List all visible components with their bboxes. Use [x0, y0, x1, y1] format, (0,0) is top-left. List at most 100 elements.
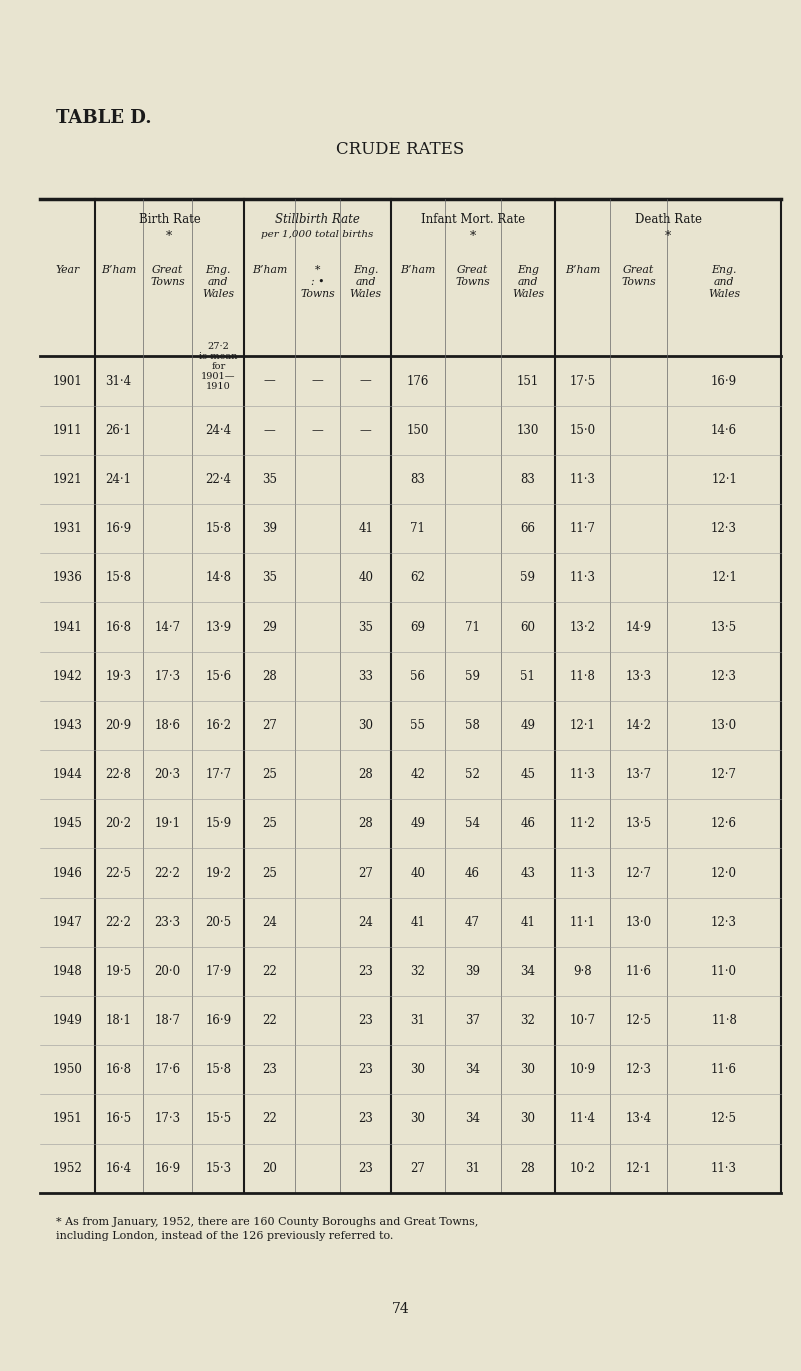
Text: 11·0: 11·0: [711, 965, 737, 978]
Text: 17·7: 17·7: [205, 768, 231, 781]
Text: 13·5: 13·5: [711, 621, 737, 633]
Text: 15·8: 15·8: [205, 522, 231, 535]
Text: 30: 30: [410, 1064, 425, 1076]
Text: Infant Mort. Rate: Infant Mort. Rate: [421, 213, 525, 225]
Text: 1941: 1941: [52, 621, 83, 633]
Text: 41: 41: [410, 916, 425, 928]
Text: 16·8: 16·8: [106, 621, 131, 633]
Text: 1950: 1950: [52, 1064, 83, 1076]
Text: 31: 31: [410, 1015, 425, 1027]
Text: —: —: [360, 374, 372, 388]
Text: 18·1: 18·1: [106, 1015, 131, 1027]
Text: 74: 74: [392, 1302, 409, 1316]
Text: 59: 59: [465, 669, 480, 683]
Text: 24: 24: [262, 916, 277, 928]
Text: 11·4: 11·4: [570, 1112, 596, 1126]
Text: 69: 69: [410, 621, 425, 633]
Text: 28: 28: [358, 768, 373, 781]
Text: 22: 22: [262, 965, 277, 978]
Text: 16·9: 16·9: [711, 374, 737, 388]
Text: 49: 49: [410, 817, 425, 831]
Text: 83: 83: [410, 473, 425, 485]
Text: 33: 33: [358, 669, 373, 683]
Text: 62: 62: [410, 572, 425, 584]
Text: 54: 54: [465, 817, 480, 831]
Text: 24: 24: [358, 916, 373, 928]
Text: 24·1: 24·1: [106, 473, 131, 485]
Text: 16·9: 16·9: [205, 1015, 231, 1027]
Text: 30: 30: [521, 1064, 535, 1076]
Text: 14·9: 14·9: [626, 621, 652, 633]
Text: 12·1: 12·1: [570, 718, 596, 732]
Text: 11·2: 11·2: [570, 817, 596, 831]
Text: 25: 25: [262, 768, 277, 781]
Text: Great
Towns: Great Towns: [622, 265, 656, 287]
Text: 1948: 1948: [52, 965, 83, 978]
Text: 39: 39: [262, 522, 277, 535]
Text: 31·4: 31·4: [106, 374, 131, 388]
Text: 11·3: 11·3: [570, 572, 596, 584]
Text: 10·2: 10·2: [570, 1161, 596, 1175]
Text: 22·2: 22·2: [106, 916, 131, 928]
Text: 12·7: 12·7: [626, 866, 652, 880]
Text: 11·3: 11·3: [570, 866, 596, 880]
Text: 23: 23: [358, 965, 373, 978]
Text: 22·8: 22·8: [106, 768, 131, 781]
Text: Great
Towns: Great Towns: [150, 265, 185, 287]
Text: *: *: [470, 230, 476, 243]
Text: 11·6: 11·6: [626, 965, 652, 978]
Text: 26·1: 26·1: [106, 424, 131, 437]
Text: 16·9: 16·9: [106, 522, 131, 535]
Text: 22: 22: [262, 1112, 277, 1126]
Text: 1944: 1944: [52, 768, 83, 781]
Text: 34: 34: [465, 1064, 480, 1076]
Text: 130: 130: [517, 424, 539, 437]
Text: 32: 32: [410, 965, 425, 978]
Text: 41: 41: [358, 522, 373, 535]
Text: 13·4: 13·4: [626, 1112, 652, 1126]
Text: 46: 46: [465, 866, 480, 880]
Text: 20·5: 20·5: [205, 916, 231, 928]
Text: 40: 40: [410, 866, 425, 880]
Text: 1931: 1931: [52, 522, 83, 535]
Text: 1946: 1946: [52, 866, 83, 880]
Text: 12·0: 12·0: [711, 866, 737, 880]
Text: 30: 30: [358, 718, 373, 732]
Text: 12·1: 12·1: [711, 473, 737, 485]
Text: CRUDE RATES: CRUDE RATES: [336, 141, 465, 158]
Text: 14·2: 14·2: [626, 718, 652, 732]
Text: 16·2: 16·2: [205, 718, 231, 732]
Text: 34: 34: [465, 1112, 480, 1126]
Text: Eng
and
Wales: Eng and Wales: [512, 265, 544, 299]
Text: 60: 60: [521, 621, 535, 633]
Text: Eng.
and
Wales: Eng. and Wales: [349, 265, 382, 299]
Text: 22: 22: [262, 1015, 277, 1027]
Text: 11·8: 11·8: [570, 669, 596, 683]
Text: 32: 32: [521, 1015, 535, 1027]
Text: 15·0: 15·0: [570, 424, 596, 437]
Text: 66: 66: [521, 522, 535, 535]
Text: 1901: 1901: [52, 374, 83, 388]
Text: *: *: [167, 230, 172, 243]
Text: 13·5: 13·5: [626, 817, 652, 831]
Text: 71: 71: [410, 522, 425, 535]
Text: 12·5: 12·5: [711, 1112, 737, 1126]
Text: 37: 37: [465, 1015, 480, 1027]
Text: 19·1: 19·1: [155, 817, 180, 831]
Text: 13·9: 13·9: [205, 621, 231, 633]
Text: Stillbirth Rate: Stillbirth Rate: [276, 213, 360, 225]
Text: 12·1: 12·1: [711, 572, 737, 584]
Text: 13·7: 13·7: [626, 768, 652, 781]
Text: per 1,000 total births: per 1,000 total births: [261, 230, 374, 240]
Text: 12·3: 12·3: [711, 522, 737, 535]
Text: 1945: 1945: [52, 817, 83, 831]
Text: 43: 43: [521, 866, 535, 880]
Text: 18·7: 18·7: [155, 1015, 180, 1027]
Text: 27: 27: [410, 1161, 425, 1175]
Text: 15·8: 15·8: [106, 572, 131, 584]
Text: 12·3: 12·3: [711, 916, 737, 928]
Text: 46: 46: [521, 817, 535, 831]
Text: 22·2: 22·2: [155, 866, 180, 880]
Text: 40: 40: [358, 572, 373, 584]
Text: 30: 30: [521, 1112, 535, 1126]
